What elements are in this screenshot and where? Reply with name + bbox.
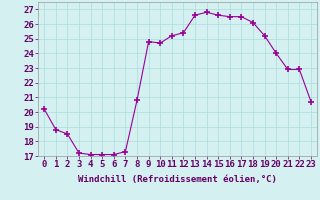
X-axis label: Windchill (Refroidissement éolien,°C): Windchill (Refroidissement éolien,°C) <box>78 175 277 184</box>
